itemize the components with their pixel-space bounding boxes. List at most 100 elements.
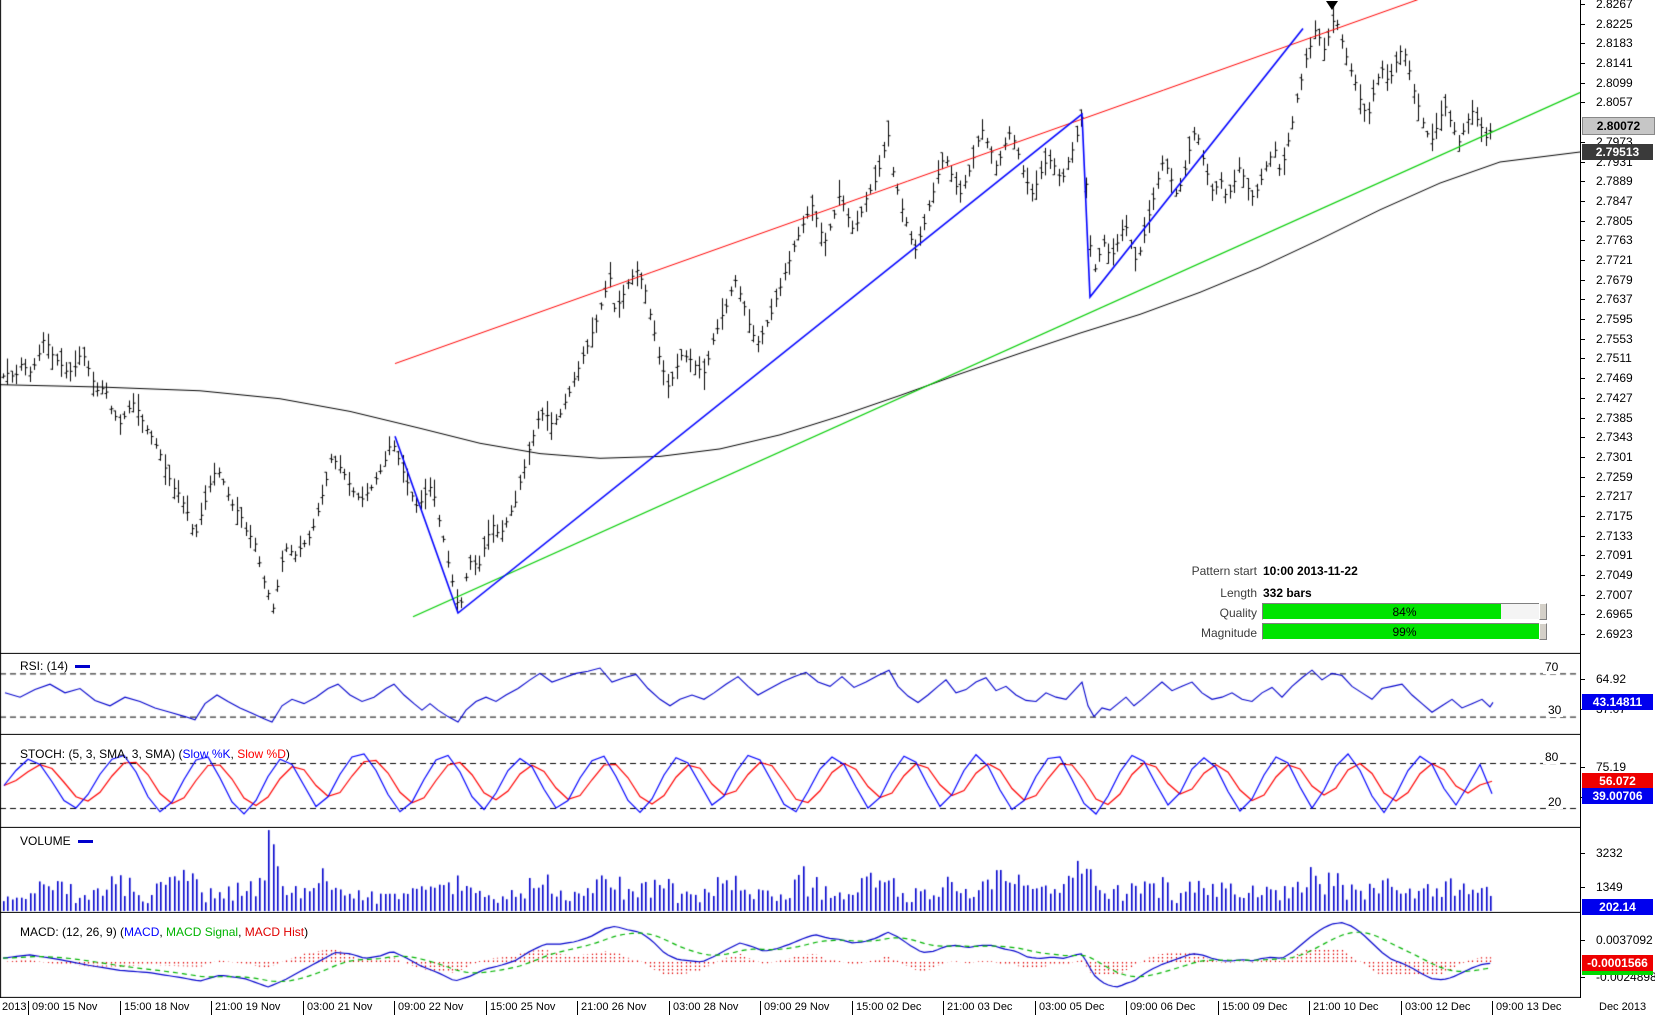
stoch-level-20-label: 20: [1546, 795, 1564, 809]
axis-tick: [1580, 853, 1585, 854]
price-axis-label: 2.7595: [1596, 312, 1633, 326]
stoch-tick-label: 75.19: [1596, 760, 1627, 774]
axis-tick: [1580, 280, 1585, 281]
axis-tick: [1580, 162, 1585, 163]
macd-panel-chart[interactable]: [0, 913, 1580, 998]
macd-legend-macd: MACD: [124, 925, 160, 939]
time-axis-year-right: Dec 2013: [1599, 1001, 1647, 1013]
axis-tick: [1580, 555, 1585, 556]
time-axis-label: 09:00 22 Nov: [394, 1001, 463, 1015]
rsi-legend-text: RSI: (14): [20, 659, 69, 673]
axis-tick: [1580, 181, 1585, 182]
axis-tick: [1580, 977, 1585, 978]
price-axis-label: 2.7427: [1596, 391, 1633, 405]
rsi-panel-chart[interactable]: [0, 654, 1580, 735]
quality-progress-fill: [1263, 604, 1501, 619]
axis-tick: [1580, 536, 1585, 537]
price-axis-label: 2.7385: [1596, 411, 1633, 425]
axis-tick: [1580, 24, 1585, 25]
axis-tick: [1580, 940, 1585, 941]
axis-tick: [1580, 516, 1585, 517]
axis-tick: [1580, 4, 1585, 5]
price-axis-label: 2.7889: [1596, 174, 1633, 188]
stoch-legend-slowd: Slow %D: [237, 747, 286, 761]
volume-swatch-icon: [77, 840, 93, 844]
price-axis-label: 2.7511: [1596, 351, 1632, 365]
axis-tick: [1580, 221, 1585, 222]
quality-progress-bar: 84%: [1262, 603, 1547, 620]
axis-tick: [1580, 595, 1585, 596]
price-axis-label: 2.7133: [1596, 529, 1633, 543]
rsi-tick-label: 64.92: [1596, 672, 1627, 686]
time-axis[interactable]: 2013 Dec 2013 09:00 15 Nov 15:00 18 Nov 21…: [0, 998, 1655, 1017]
volume-panel-chart[interactable]: [0, 828, 1580, 913]
quality-progress-thumb: [1539, 603, 1547, 620]
magnitude-percent: 99%: [1392, 625, 1417, 639]
price-axis-label: 2.7049: [1596, 568, 1633, 582]
volume-legend: VOLUME: [20, 834, 93, 848]
axis-tick: [1580, 201, 1585, 202]
price-axis-label: 2.6965: [1596, 607, 1633, 621]
trendline-value-box: [1582, 968, 1653, 975]
axis-tick: [1580, 496, 1585, 497]
stoch-d-value-box: 56.072: [1582, 773, 1653, 789]
price-axis-label: 2.7259: [1596, 470, 1633, 484]
price-axis-label: 2.7679: [1596, 273, 1633, 287]
price-axis-label: 2.7007: [1596, 588, 1633, 602]
axis-tick: [1580, 142, 1585, 143]
macd-legend-prefix: MACD: (12, 26, 9) (: [20, 925, 125, 939]
time-axis-year-left: 2013: [2, 1001, 27, 1013]
rsi-value-box: 43.14811: [1582, 694, 1653, 710]
price-axis-label: 2.8183: [1596, 36, 1633, 50]
axis-tick: [1580, 102, 1585, 103]
price-axis-label: 2.7805: [1596, 214, 1633, 228]
axis-tick: [1580, 634, 1585, 635]
axis-tick: [1580, 418, 1585, 419]
stoch-legend-prefix: STOCH: (5, 3, SMA, 3, SMA) (: [20, 747, 183, 761]
time-axis-label: 09:00 13 Dec: [1492, 1001, 1561, 1015]
macd-legend-hist: MACD Hist: [244, 925, 305, 939]
axis-tick: [1580, 260, 1585, 261]
stoch-legend-sep: ,: [230, 747, 238, 761]
axis-tick: [1580, 240, 1585, 241]
volume-value-box: 202.14: [1582, 899, 1653, 915]
pattern-start-value: 10:00 2013-11-22: [1263, 564, 1358, 578]
rsi-legend: RSI: (14): [20, 659, 91, 673]
price-axis-label: 2.7763: [1596, 233, 1633, 247]
axis-tick: [1580, 299, 1585, 300]
axis-tick: [1580, 679, 1585, 680]
rsi-level-70-label: 70: [1543, 660, 1561, 674]
ma-value-box: 2.79513: [1582, 144, 1653, 160]
macd-legend: MACD: (12, 26, 9) (MACD, MACD Signal, MA…: [20, 925, 308, 939]
pattern-peak-marker-icon: [1326, 1, 1338, 10]
price-axis-label: 2.6923: [1596, 627, 1633, 641]
pattern-length-value: 332 bars: [1263, 586, 1312, 600]
macd-legend-sep2: ,: [238, 925, 245, 939]
stoch-panel-chart[interactable]: [0, 735, 1580, 828]
quality-percent: 84%: [1392, 605, 1417, 619]
time-axis-label: 03:00 12 Dec: [1401, 1001, 1470, 1015]
price-axis-label: 2.7091: [1596, 548, 1633, 562]
axis-tick: [1580, 83, 1585, 84]
axis-tick: [1580, 457, 1585, 458]
price-axis-label: 2.8267: [1596, 0, 1633, 11]
axis-tick: [1580, 378, 1585, 379]
macd-value-box: -0.0001566: [1582, 955, 1653, 971]
stoch-legend: STOCH: (5, 3, SMA, 3, SMA) (Slow %K, Slo…: [20, 747, 290, 761]
time-axis-label: 09:00 15 Nov: [28, 1001, 97, 1015]
pattern-length-label: Length: [1220, 586, 1257, 600]
axis-tick: [1580, 63, 1585, 64]
rsi-line-swatch-icon: [75, 665, 91, 669]
axis-tick: [1580, 398, 1585, 399]
axis-tick: [1580, 339, 1585, 340]
axis-tick: [1580, 767, 1585, 768]
price-axis-label: 2.7301: [1596, 450, 1633, 464]
price-axis-label: 2.7175: [1596, 509, 1633, 523]
volume-tick-label: 1349: [1596, 880, 1623, 894]
price-axis-label: 2.7343: [1596, 430, 1633, 444]
stoch-level-80-label: 80: [1543, 750, 1561, 764]
price-axis-label: 2.7637: [1596, 292, 1633, 306]
main-price-chart[interactable]: [0, 0, 1580, 654]
time-axis-label: 21:00 03 Dec: [943, 1001, 1012, 1015]
time-axis-label: 03:00 28 Nov: [669, 1001, 738, 1015]
